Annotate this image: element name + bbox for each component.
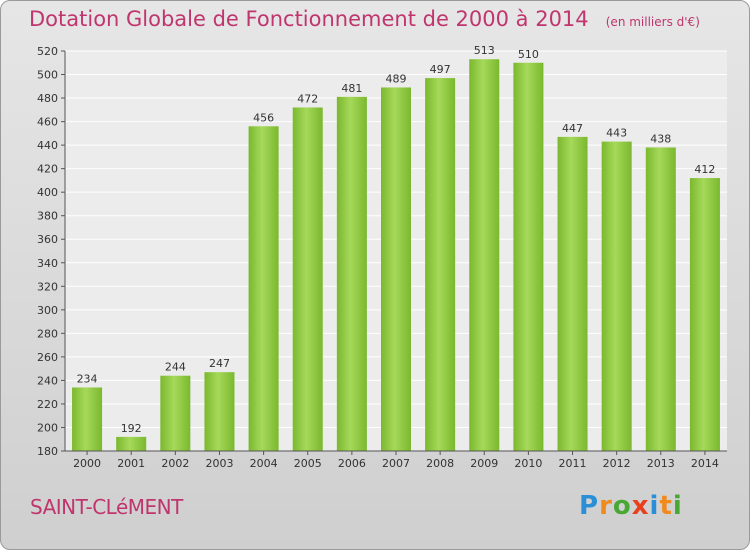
bar: [425, 78, 456, 451]
commune-name: SAINT-CLéMENT: [30, 495, 183, 519]
title-line: Dotation Globale de Fonctionnement de 20…: [29, 7, 700, 31]
x-tick-label: 2004: [250, 457, 278, 470]
y-tick-label: 380: [37, 210, 58, 223]
x-tick-label: 2010: [514, 457, 542, 470]
data-label: 244: [165, 361, 186, 374]
x-tick-label: 2011: [559, 457, 587, 470]
logo-letter: i: [672, 491, 683, 521]
data-label: 234: [77, 372, 98, 385]
y-tick-label: 520: [37, 45, 58, 58]
bar: [72, 387, 103, 451]
x-tick-label: 2005: [294, 457, 322, 470]
y-tick-label: 200: [37, 421, 58, 434]
data-label: 412: [694, 163, 715, 176]
bar: [380, 87, 412, 452]
axes: 180 200 220 240 260 280 300 320 340 360 380 400 420 4…: [37, 45, 727, 470]
bar: [469, 59, 500, 452]
logo-letter: i: [649, 491, 660, 521]
logo-letter: P: [579, 491, 600, 521]
y-tick-label: 420: [37, 163, 58, 176]
x-tick-label: 2009: [470, 457, 498, 470]
y-tick-label: 460: [37, 116, 58, 129]
proxiti-logo: Proxiti: [579, 491, 683, 521]
bar: [248, 126, 279, 451]
x-tick-label: 2008: [426, 457, 454, 470]
data-label: 489: [386, 72, 407, 85]
bar: [645, 147, 676, 451]
data-label: 247: [209, 357, 230, 370]
data-label: 447: [562, 122, 583, 135]
x-tick-label: 2007: [382, 457, 410, 470]
bars: 234 192 244 247 456 472 481 489 497 513 510 447 443 4…: [72, 44, 720, 452]
bar: [204, 372, 235, 451]
data-label: 456: [253, 111, 274, 124]
bar: [292, 107, 323, 452]
x-tick-label: 2012: [603, 457, 631, 470]
y-tick-label: 220: [37, 398, 58, 411]
logo-letter: t: [659, 491, 673, 521]
y-tick-label: 400: [37, 186, 58, 199]
y-tick-label: 180: [37, 445, 58, 458]
bar: [689, 178, 720, 451]
x-tick-label: 2014: [691, 457, 719, 470]
data-label: 481: [341, 82, 362, 95]
x-tick-label: 2006: [338, 457, 366, 470]
logo-letter: o: [612, 491, 632, 521]
logo-letter: r: [599, 491, 613, 521]
y-tick-label: 360: [37, 233, 58, 246]
x-tick-label: 2000: [73, 457, 101, 470]
data-label: 472: [297, 92, 318, 105]
y-tick-label: 260: [37, 351, 58, 364]
x-tick-label: 2001: [117, 457, 145, 470]
x-tick-label: 2002: [161, 457, 189, 470]
data-label: 497: [430, 63, 451, 76]
bar: [601, 141, 632, 451]
chart-title: Dotation Globale de Fonctionnement de 20…: [29, 7, 589, 31]
data-label: 443: [606, 127, 627, 140]
y-tick-label: 240: [37, 374, 58, 387]
y-tick-label: 280: [37, 327, 58, 340]
x-tick-label: 2013: [647, 457, 675, 470]
bar: [513, 62, 544, 451]
y-tick-label: 440: [37, 139, 58, 152]
x-tick-label: 2003: [205, 457, 233, 470]
logo-letter: x: [631, 491, 650, 521]
bar: [336, 96, 367, 451]
bar: [557, 136, 588, 451]
y-tick-label: 500: [37, 69, 58, 82]
bar: [116, 436, 147, 451]
unit-label: (en milliers d'€): [605, 15, 700, 29]
data-label: 513: [474, 44, 495, 57]
y-tick-label: 300: [37, 304, 58, 317]
bar: [160, 375, 191, 451]
data-label: 438: [650, 132, 671, 145]
y-tick-label: 480: [37, 92, 58, 105]
data-label: 192: [121, 422, 142, 435]
y-tick-label: 340: [37, 257, 58, 270]
y-tick-label: 320: [37, 280, 58, 293]
data-label: 510: [518, 48, 539, 61]
